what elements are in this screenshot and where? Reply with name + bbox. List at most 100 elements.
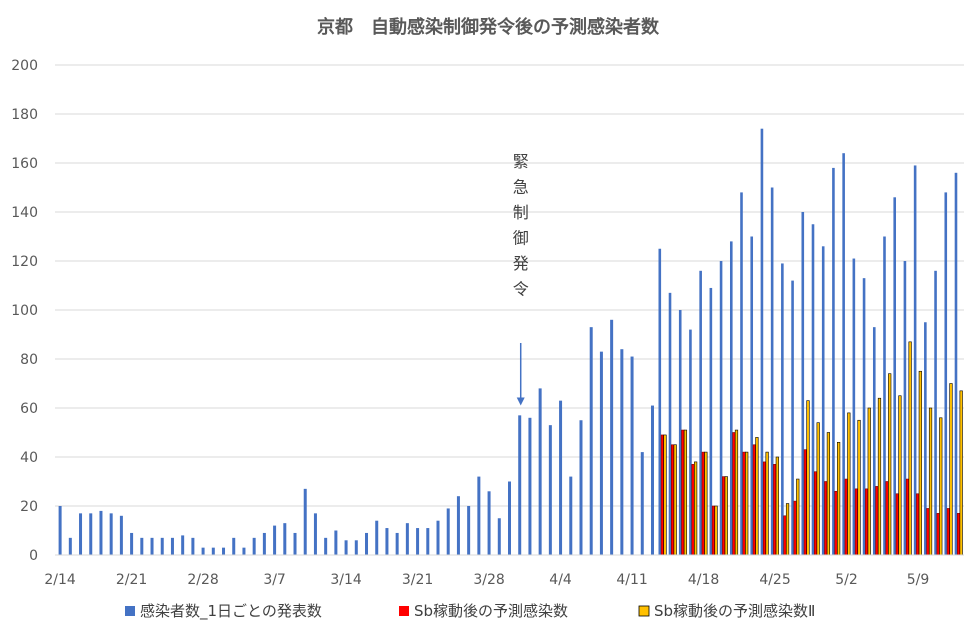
bar-predicted	[762, 461, 767, 556]
bar-predicted	[701, 451, 705, 556]
bar-predicted-2	[918, 370, 922, 556]
bar-predicted	[773, 464, 777, 556]
bar-reported	[324, 537, 328, 555]
y-tick-label: 120	[11, 254, 38, 270]
bar-reported	[821, 246, 825, 556]
bar-reported	[242, 547, 246, 555]
bar-predicted	[803, 449, 807, 556]
bar-predicted-2	[714, 505, 718, 556]
bar-reported	[222, 547, 226, 555]
y-tick-label: 20	[20, 499, 38, 515]
bar-reported	[709, 287, 713, 555]
bar-reported	[262, 532, 266, 555]
y-tick-label: 140	[11, 205, 38, 221]
bar-predicted-2	[826, 432, 831, 556]
bar-reported	[426, 528, 430, 555]
y-tick-label: 0	[29, 548, 38, 564]
bar-predicted	[956, 513, 961, 556]
bar-predicted-2	[928, 407, 933, 556]
x-tick-label: 3/14	[330, 572, 362, 588]
bar-reported	[934, 270, 937, 555]
bar-reported	[678, 310, 682, 555]
bar-reported	[699, 270, 702, 555]
bar-reported	[99, 510, 103, 555]
bar-reported	[365, 532, 369, 555]
bar-reported	[852, 258, 856, 555]
bar-predicted	[905, 478, 910, 556]
bar-reported	[781, 263, 784, 555]
legend-swatch	[638, 605, 650, 617]
bar-reported	[395, 532, 399, 555]
bar-reported	[119, 515, 123, 555]
annotation-text: 緊急制御発令	[513, 152, 529, 299]
y-axis-tick-labels: 0 20 40 60 80 100 120 140 160 180 200	[11, 58, 38, 564]
bar-reported	[518, 415, 522, 555]
y-tick-label: 200	[11, 58, 38, 74]
bar-reported	[650, 405, 654, 555]
bar-reported	[893, 197, 897, 556]
bar-predicted-2	[959, 390, 963, 556]
bar-reported	[477, 476, 481, 555]
annotation: 緊急制御発令	[513, 152, 529, 406]
bar-reported	[559, 400, 563, 555]
x-tick-label: 3/28	[473, 572, 504, 588]
bar-predicted-2	[683, 429, 688, 556]
bar-predicted	[783, 515, 787, 556]
bar-predicted-2	[796, 478, 800, 556]
chart-title: 京都 自動感染制御発令後の予測感染者数	[317, 16, 660, 38]
bar-reported	[160, 537, 164, 555]
bar-reported	[58, 506, 62, 555]
x-tick-label: 3/7	[263, 572, 286, 588]
annotation-arrow-head	[516, 397, 525, 406]
bar-predicted	[885, 481, 889, 556]
bar-reported	[658, 248, 662, 555]
bar-predicted-2	[775, 456, 779, 556]
bar-reported	[313, 513, 317, 555]
bar-reported	[467, 506, 471, 555]
bar-reported	[548, 425, 552, 555]
bar-reported	[191, 537, 195, 555]
x-tick-label: 4/25	[759, 572, 790, 588]
bar-reported	[569, 476, 573, 555]
bar-predicted	[936, 513, 940, 556]
bar-predicted	[732, 432, 736, 556]
bar-reported	[109, 513, 113, 555]
legend-label: 感染者数_1日ごとの発表数	[140, 602, 322, 621]
bar-reported	[334, 530, 338, 555]
x-tick-label: 5/9	[907, 572, 930, 588]
bar-reported	[883, 236, 886, 555]
bar-predicted	[844, 478, 848, 556]
bar-predicted	[722, 476, 726, 556]
bar-predicted	[895, 493, 899, 556]
bar-reported	[579, 420, 583, 555]
x-tick-label: 3/21	[402, 572, 433, 588]
y-tick-label: 180	[11, 107, 38, 123]
bar-reported	[497, 518, 501, 555]
bar-reported	[599, 351, 603, 555]
bar-predicted-2	[785, 503, 790, 556]
bar-predicted	[946, 508, 950, 556]
bar-reported	[79, 513, 83, 555]
bar-predicted-2	[888, 373, 892, 556]
bar-predicted-2	[765, 451, 769, 556]
bar-predicted-2	[847, 412, 851, 556]
bar-reported	[528, 417, 532, 555]
bar-predicted-2	[857, 419, 861, 556]
bar-predicted	[691, 464, 695, 556]
bar-reported	[385, 528, 389, 555]
bar-predicted-2	[949, 383, 953, 556]
bar-reported	[487, 491, 491, 555]
bar-predicted	[660, 434, 664, 556]
bar-predicted-2	[745, 451, 749, 556]
bar-reported	[620, 349, 624, 555]
bar-predicted-2	[663, 434, 667, 556]
bar-predicted-2	[877, 397, 882, 556]
bar-reported	[170, 537, 174, 555]
gridlines	[55, 64, 964, 507]
bar-reported	[924, 322, 927, 555]
bar-predicted	[854, 488, 859, 556]
x-tick-label: 2/28	[187, 572, 218, 588]
bar-reported	[630, 356, 634, 555]
bar-reported	[446, 508, 450, 555]
